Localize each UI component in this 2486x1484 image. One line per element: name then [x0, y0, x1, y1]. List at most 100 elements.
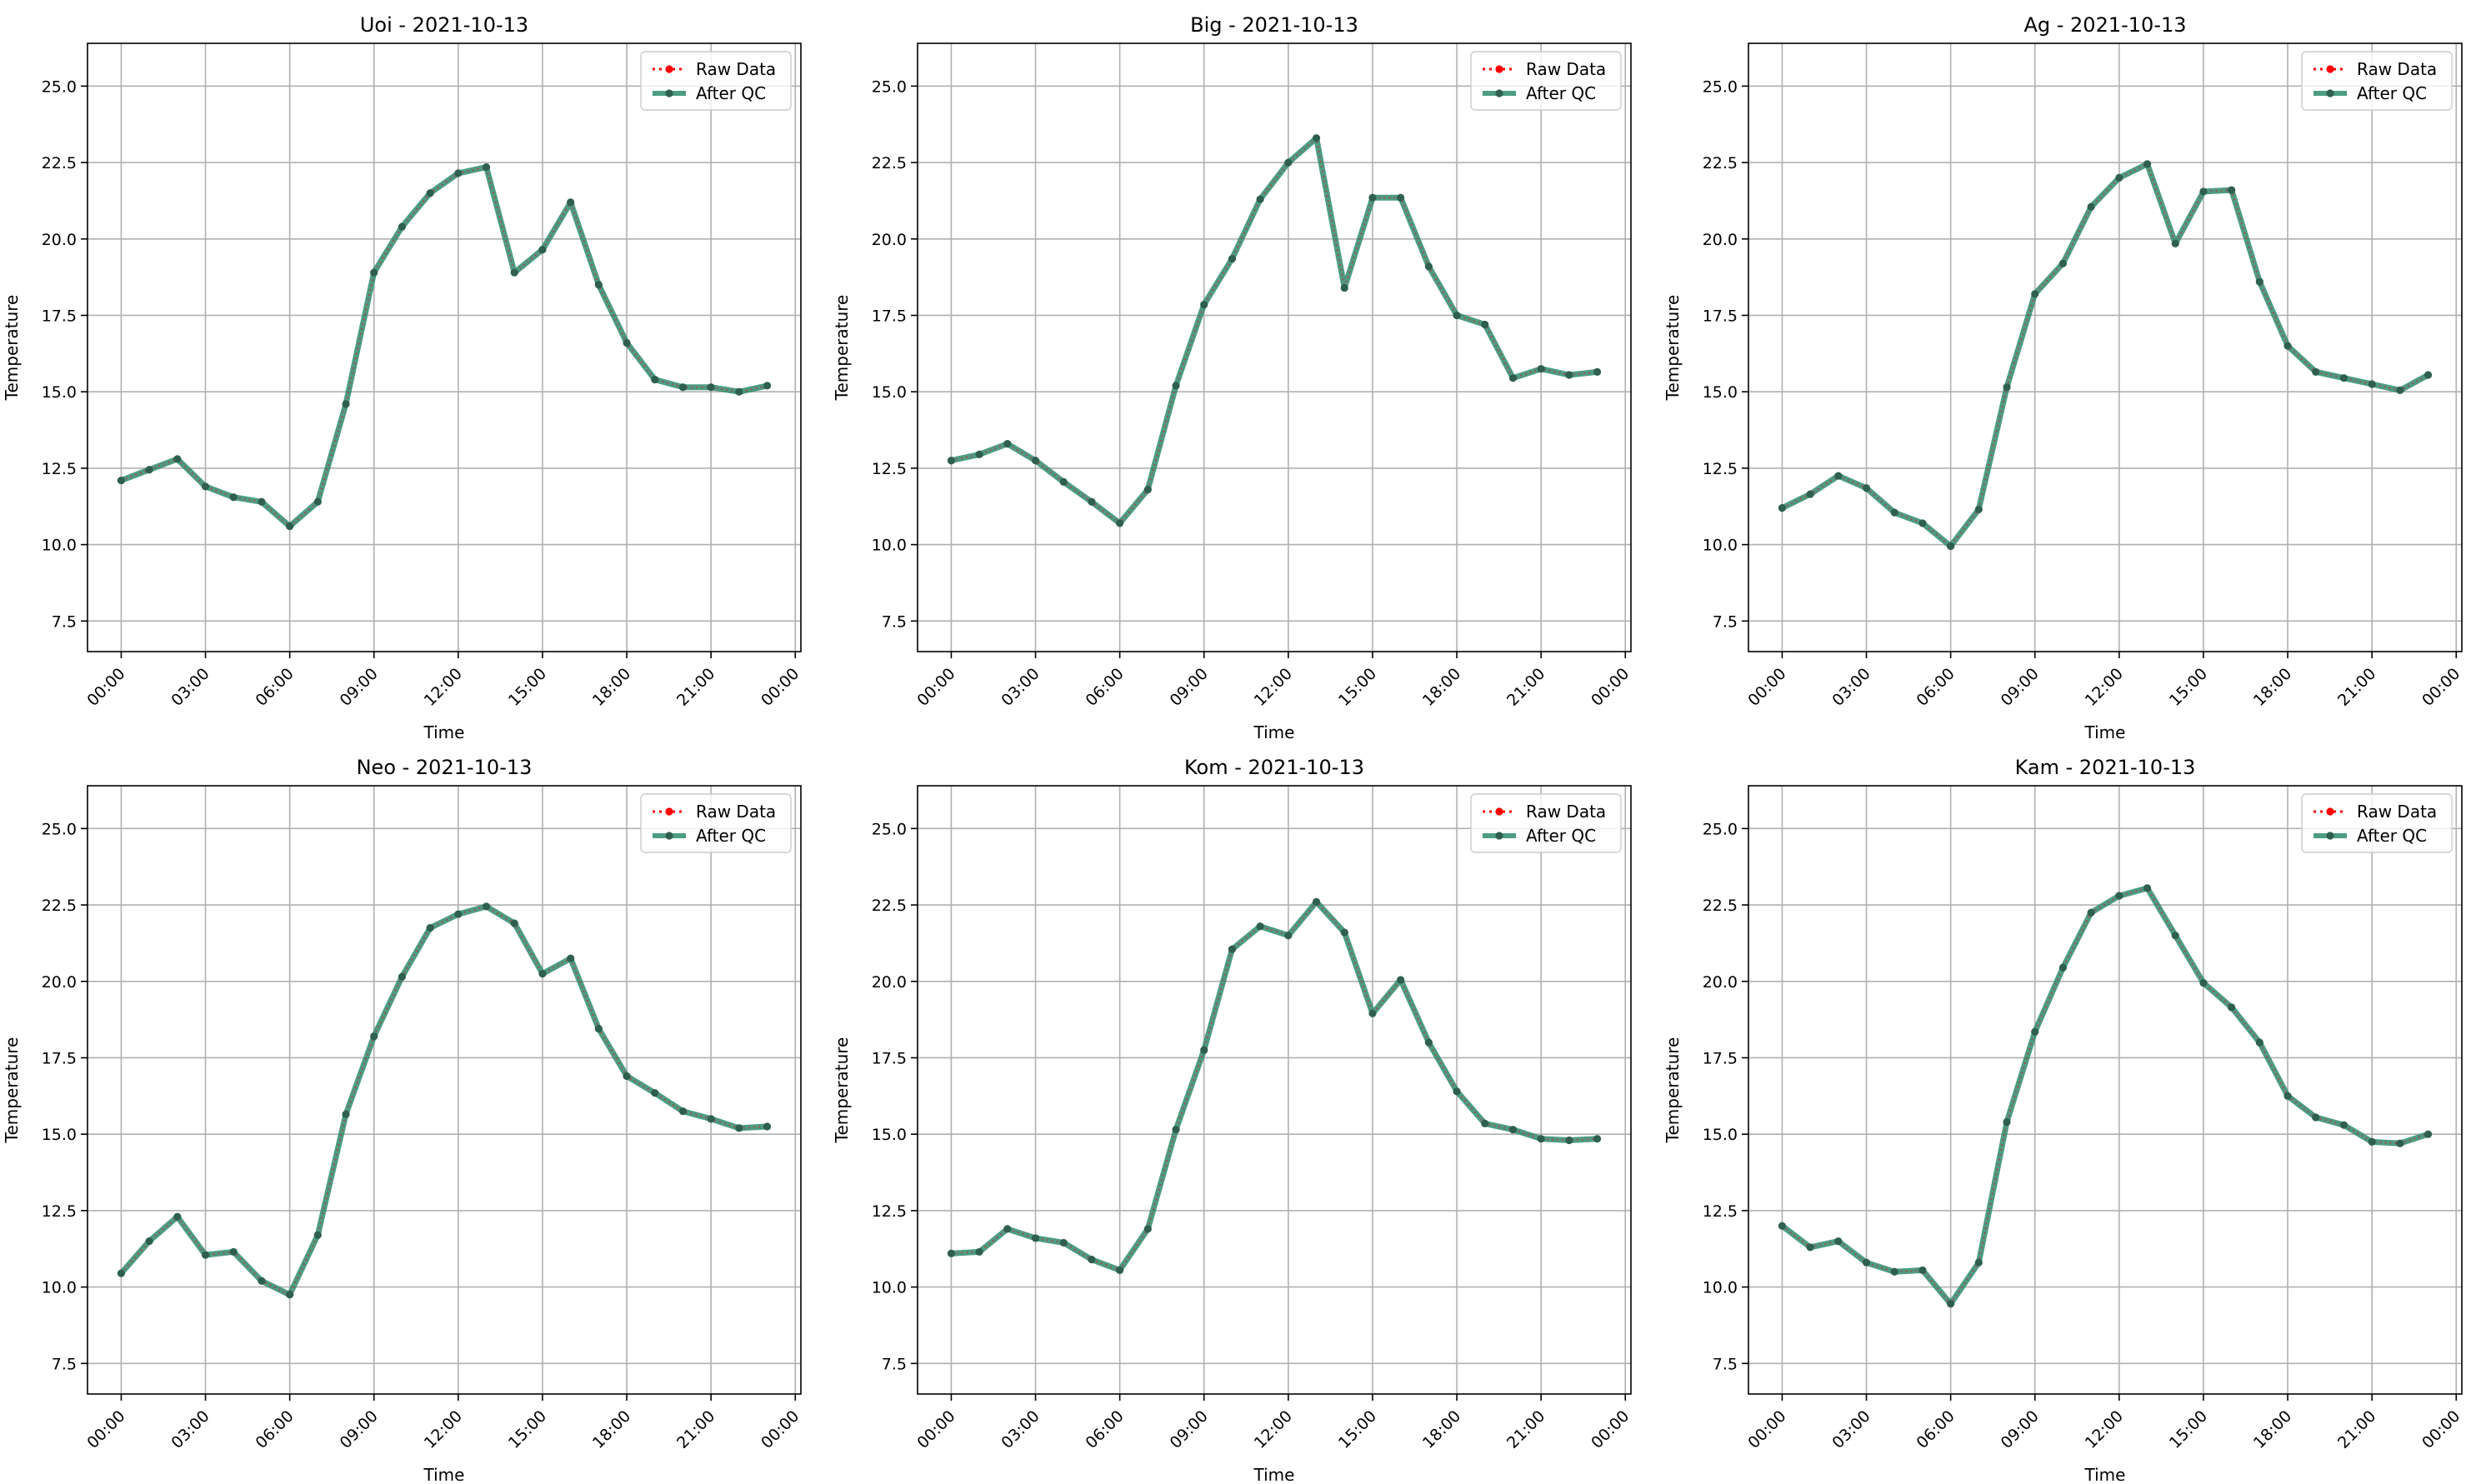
- data-point: [1116, 519, 1124, 527]
- x-tick-label: 00:00: [913, 665, 958, 710]
- subplot-title: Kom - 2021-10-13: [1184, 756, 1364, 779]
- data-point: [2396, 1139, 2404, 1147]
- legend-label-raw-data: Raw Data: [2357, 59, 2437, 79]
- series-line-after-qc: [120, 164, 768, 530]
- data-point: [1508, 374, 1518, 382]
- x-tick-label: 06:00: [1083, 1407, 1128, 1452]
- x-tick-label: 18:00: [1419, 665, 1464, 710]
- legend-label-after-qc: After QC: [2357, 83, 2427, 103]
- y-tick-label: 17.5: [872, 307, 907, 325]
- data-point: [1368, 1009, 1377, 1017]
- y-tick-label: 12.5: [1703, 460, 1738, 478]
- plot-area: [1748, 43, 2462, 652]
- subplot-3: Ag - 2021-10-13 00:00 03:00 06:00 09:00 12:00…: [1663, 13, 2463, 742]
- legend-label-raw-data: Raw Data: [696, 59, 776, 79]
- y-tick-label: 17.5: [42, 1049, 77, 1067]
- y-axis-label: Temperature: [2, 1037, 22, 1144]
- plot-area: [88, 786, 801, 1394]
- plot-frame: [917, 42, 1632, 652]
- data-point: [1284, 932, 1293, 940]
- subplot-6: Kam - 2021-10-13 00:00 03:00 06:00 09:00 12:0…: [1663, 756, 2463, 1484]
- legend-marker-after-qc: [665, 89, 673, 97]
- y-axis-label: Temperature: [2, 295, 22, 402]
- legend: Raw Data After QC: [640, 51, 792, 111]
- data-point: [735, 1124, 743, 1132]
- data-point: [1143, 485, 1152, 494]
- data-point: [1862, 484, 1871, 492]
- x-tick-label: 12:00: [2082, 1407, 2127, 1452]
- y-tick-label: 25.0: [872, 77, 907, 96]
- y-tick-label: 20.0: [1703, 973, 1738, 992]
- x-tick-label: 06:00: [1083, 665, 1128, 710]
- data-point: [145, 1237, 153, 1246]
- subplot-2: Big - 2021-10-13 00:00 03:00 06:00 09:00 12:0…: [832, 13, 1633, 742]
- data-point: [313, 497, 322, 506]
- data-point: [1172, 1126, 1180, 1134]
- data-point: [2199, 187, 2208, 196]
- data-point: [454, 910, 463, 918]
- series-line-raw-data: [951, 136, 1598, 525]
- data-point: [567, 198, 575, 207]
- x-tick-label: 18:00: [1419, 1407, 1464, 1452]
- data-point: [1918, 519, 1927, 527]
- x-tick-label: 12:00: [421, 665, 466, 710]
- series-line-after-qc: [951, 898, 1598, 1273]
- data-point: [2283, 342, 2292, 350]
- y-tick-label: 20.0: [872, 973, 907, 992]
- data-point: [1537, 365, 1545, 373]
- data-point: [567, 954, 575, 962]
- x-tick-label: 06:00: [1913, 665, 1958, 710]
- data-point: [510, 919, 518, 927]
- data-point: [426, 189, 434, 197]
- legend-label-after-qc: After QC: [1526, 826, 1596, 846]
- data-point: [2171, 932, 2179, 940]
- plot-area: [1748, 786, 2462, 1394]
- data-point: [2283, 1092, 2292, 1100]
- y-tick-label: 20.0: [42, 231, 77, 249]
- data-point: [2003, 383, 2011, 392]
- data-point: [623, 338, 631, 347]
- data-point: [2143, 884, 2152, 892]
- y-tick-label: 10.0: [1703, 537, 1738, 555]
- data-point: [1424, 262, 1433, 271]
- legend: Raw Data After QC: [2301, 793, 2453, 853]
- data-point: [947, 457, 956, 465]
- data-point: [538, 246, 547, 254]
- data-point: [2058, 259, 2068, 267]
- data-point: [2255, 1038, 2263, 1047]
- data-point: [678, 383, 688, 392]
- y-tick-label: 15.0: [42, 1126, 77, 1144]
- data-point: [2228, 186, 2236, 194]
- subplot-title: Big - 2021-10-13: [1190, 13, 1358, 37]
- y-tick-label: 15.0: [42, 383, 77, 402]
- data-point: [1059, 477, 1068, 487]
- data-point: [1228, 255, 1237, 263]
- x-tick-label: 03:00: [168, 665, 213, 710]
- x-tick-label: 18:00: [2250, 665, 2295, 710]
- data-point: [286, 1291, 294, 1299]
- x-tick-label: 00:00: [1588, 1407, 1633, 1452]
- data-point: [1059, 1238, 1068, 1247]
- x-tick-label: 03:00: [998, 665, 1043, 710]
- y-tick-label: 22.5: [1703, 897, 1738, 915]
- data-point: [454, 169, 463, 177]
- series-line-after-qc: [1780, 885, 2429, 1307]
- x-tick-label: 15:00: [505, 1407, 550, 1452]
- x-tick-label: 00:00: [758, 1407, 803, 1452]
- data-point: [2228, 1003, 2236, 1012]
- data-point: [1340, 928, 1348, 937]
- y-tick-label: 7.5: [1713, 1355, 1738, 1373]
- data-point: [286, 522, 294, 531]
- data-point: [145, 466, 153, 474]
- y-axis-label: Temperature: [832, 1037, 852, 1144]
- subplot-5: Kom - 2021-10-13 00:00 03:00 06:00 09:00 12:0…: [832, 756, 1633, 1484]
- data-point: [258, 497, 266, 506]
- x-tick-label: 09:00: [1167, 665, 1212, 710]
- y-tick-label: 20.0: [42, 973, 77, 992]
- data-point: [2058, 963, 2068, 972]
- subplot-title: Uoi - 2021-10-13: [360, 13, 528, 37]
- data-point: [2339, 1121, 2348, 1129]
- x-tick-label: 03:00: [1828, 1407, 1873, 1452]
- data-point: [117, 1269, 126, 1277]
